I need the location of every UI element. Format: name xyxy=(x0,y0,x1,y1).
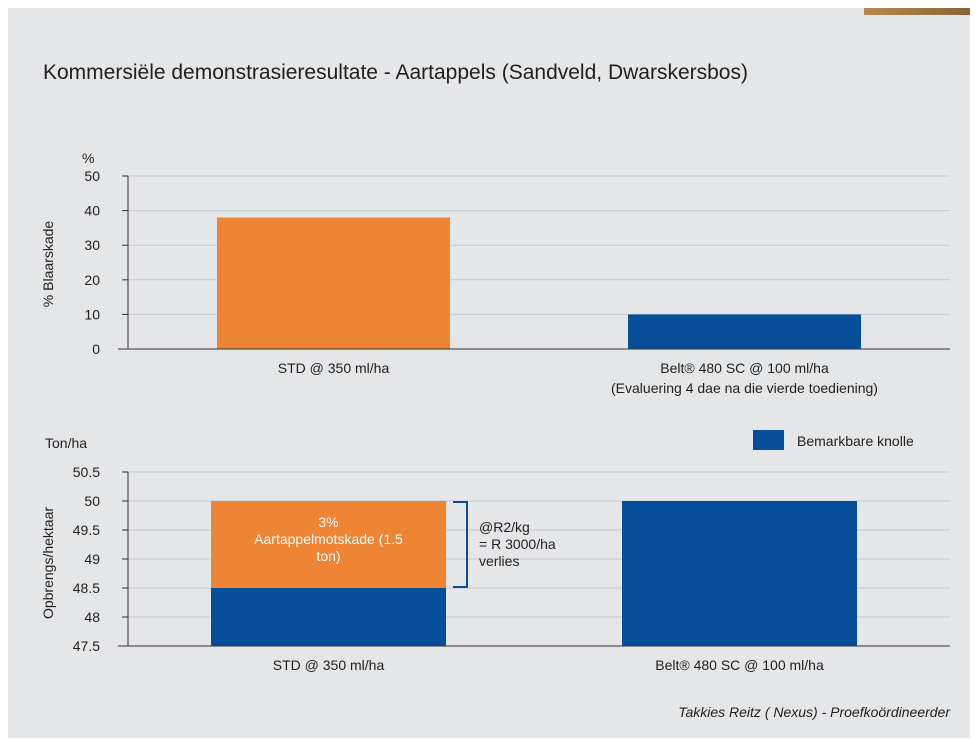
chart1-y-axis-title: % Blaarskade xyxy=(40,221,56,308)
chart2-tick-label: 47.5 xyxy=(73,638,100,654)
chart2-bars xyxy=(211,501,857,646)
annotation-line: @R2/kg xyxy=(479,519,530,535)
chart2-tick-label: 50 xyxy=(84,493,100,509)
chart1-category-label: Belt® 480 SC @ 100 ml/ha xyxy=(660,360,829,376)
chart2-unit-label: Ton/ha xyxy=(45,435,87,451)
chart1-tick-label: 30 xyxy=(84,237,100,253)
chart2-bar-damage xyxy=(211,501,446,588)
chart1-bar xyxy=(628,314,861,349)
chart1-tick-label: 0 xyxy=(92,341,100,357)
segment-label-line: Aartappelmotskade (1.5 xyxy=(254,531,403,547)
chart1-unit-label: % xyxy=(82,150,94,166)
chart1-bars xyxy=(217,217,861,349)
chart-damage: % % Blaarskade 0 10 20 30 40 50 STD @ 350 ml/… xyxy=(40,150,950,396)
chart2-y-axis-title: Opbrengs/hektaar xyxy=(40,507,56,619)
legend-swatch xyxy=(753,430,784,450)
credit-line: Takkies Reitz ( Nexus) - Proefkoördineer… xyxy=(678,704,951,720)
chart1-tick-label: 50 xyxy=(84,168,100,184)
corner-decoration xyxy=(864,8,970,15)
chart2-tick-label: 48 xyxy=(84,609,100,625)
chart1-category-sublabel: (Evaluering 4 dae na die vierde toedieni… xyxy=(611,380,878,396)
segment-label-line: ton) xyxy=(316,548,340,564)
chart2-category-label: STD @ 350 ml/ha xyxy=(273,657,385,673)
chart2-tick-label: 49 xyxy=(84,551,100,567)
chart2-categories: STD @ 350 ml/ha Belt® 480 SC @ 100 ml/ha xyxy=(273,657,824,673)
chart1-tick-label: 40 xyxy=(84,203,100,219)
chart2-tick-label: 48.5 xyxy=(73,580,100,596)
chart2-category-label: Belt® 480 SC @ 100 ml/ha xyxy=(655,657,824,673)
chart-title: Kommersiële demonstrasieresultate - Aart… xyxy=(43,61,748,84)
annotation-line: verlies xyxy=(479,553,519,569)
chart-yield: Ton/ha Opbrengs/hektaar Bemarkbare knoll… xyxy=(40,430,950,673)
chart1-category-label: STD @ 350 ml/ha xyxy=(278,360,390,376)
chart1-bar xyxy=(217,217,450,349)
chart2-bar-marketable xyxy=(211,588,446,646)
loss-bracket xyxy=(453,501,468,588)
annotation-line: = R 3000/ha xyxy=(479,536,556,552)
segment-label-line: 3% xyxy=(318,514,338,530)
chart1-y-ticks: 0 10 20 30 40 50 xyxy=(84,168,128,357)
chart2-y-ticks: 47.5 48 48.5 49 49.5 50 50.5 xyxy=(73,464,128,654)
chart1-categories: STD @ 350 ml/ha Belt® 480 SC @ 100 ml/ha (… xyxy=(278,360,878,396)
legend-label: Bemarkbare knolle xyxy=(797,433,914,449)
chart2-tick-label: 49.5 xyxy=(73,522,100,538)
chart2-tick-label: 50.5 xyxy=(73,464,100,480)
chart2-bar-marketable xyxy=(622,501,857,646)
chart1-tick-label: 20 xyxy=(84,272,100,288)
chart1-tick-label: 10 xyxy=(84,306,100,322)
